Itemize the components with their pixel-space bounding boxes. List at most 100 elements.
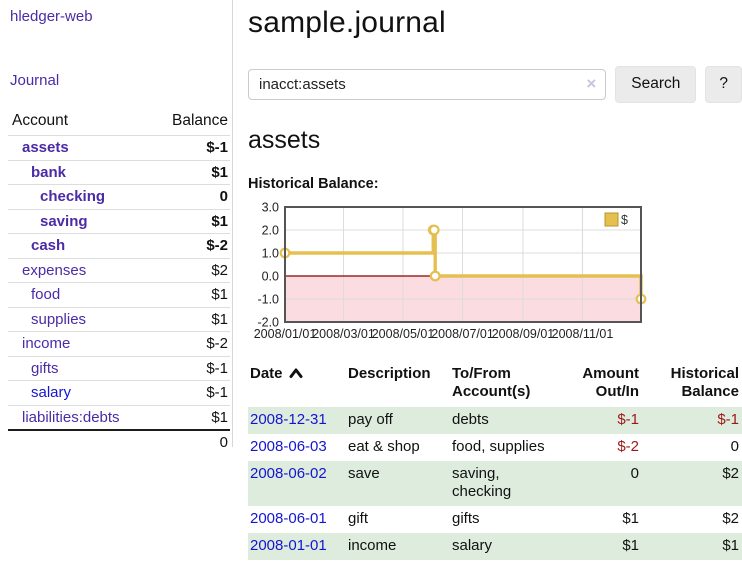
account-cell: food (8, 282, 151, 307)
account-row: cash $-2 (8, 233, 230, 258)
section-title: assets (248, 125, 321, 154)
x-tick-label: 2008/09/01 (492, 327, 555, 341)
accounts-total-row: 0 (8, 429, 230, 454)
transaction-date-cell: 2008-06-01 (248, 506, 346, 533)
account-row: food $1 (8, 282, 230, 307)
account-row: expenses $2 (8, 257, 230, 283)
transaction-description: save (348, 464, 380, 482)
transaction-date-link[interactable]: 2008-12-31 (250, 411, 327, 429)
x-tick-label: 2008/01/01 (254, 327, 317, 341)
register-header-row: Date Description To/From Account(s) Amount … (248, 363, 742, 408)
account-link[interactable]: food (31, 286, 61, 303)
x-tick-label: 2008/05/01 (372, 327, 435, 341)
transaction-date-link[interactable]: 2008-06-01 (250, 510, 327, 528)
account-cell: checking (8, 184, 151, 209)
legend-label: $ (621, 213, 628, 227)
transaction-row: 2008-06-02 save saving, checking 0 $2 (248, 460, 742, 507)
chart-title-label: Historical Balance: (248, 175, 379, 192)
account-link[interactable]: supplies (31, 310, 87, 328)
transaction-accounts: food, supplies (452, 437, 545, 455)
transaction-amount: $-1 (617, 411, 639, 429)
account-balance: $1 (150, 282, 230, 307)
account-link[interactable]: saving (40, 212, 88, 230)
account-cell: expenses (8, 257, 151, 283)
account-row: checking 0 (8, 184, 230, 209)
account-link[interactable]: checking (40, 188, 106, 205)
account-balance: $1 (150, 404, 230, 430)
transaction-row: 2008-06-01 gift gifts $1 $2 (248, 506, 742, 533)
account-balance: $-1 (150, 380, 230, 405)
account-cell: income (8, 331, 151, 356)
transaction-date-cell: 2008-01-01 (248, 533, 346, 560)
help-button[interactable]: ? (705, 66, 742, 103)
account-row: assets $-1 (8, 135, 230, 160)
account-link[interactable]: income (22, 335, 71, 352)
transaction-date-link[interactable]: 2008-06-02 (250, 464, 327, 482)
transaction-date-cell: 2008-06-03 (248, 434, 346, 461)
main-panel: sample.journal × Search ? assets Histori… (248, 0, 742, 560)
account-balance: $-2 (150, 233, 230, 258)
account-row: liabilities:debts $1 (8, 404, 230, 430)
data-point-marker (429, 270, 441, 281)
account-link[interactable]: cash (31, 237, 66, 254)
clear-search-icon[interactable]: × (586, 73, 597, 93)
account-link[interactable]: liabilities:debts (22, 408, 120, 426)
account-row: income $-2 (8, 331, 230, 356)
transaction-row: 2008-01-01 income salary $1 $1 (248, 532, 742, 560)
transaction-date-link[interactable]: 2008-06-03 (250, 437, 327, 455)
transaction-balance: $2 (722, 464, 739, 482)
transaction-description: pay off (348, 411, 393, 429)
search-input[interactable] (248, 68, 607, 100)
transaction-row: 2008-06-03 eat & shop food, supplies $-2 0 (248, 434, 742, 461)
account-cell: salary (8, 380, 151, 405)
app-title-link[interactable]: hledger-web (10, 8, 93, 25)
accounts-header-row: Account Balance (8, 110, 230, 136)
transaction-accounts: saving, checking (452, 464, 512, 501)
sidebar: hledger-web Journal Account Balance asse… (0, 0, 233, 454)
app: hledger-web Journal Account Balance asse… (0, 0, 742, 560)
account-balance: $2 (150, 257, 230, 283)
transaction-balance: $1 (722, 536, 739, 554)
search-button[interactable]: Search (615, 66, 697, 103)
account-cell: gifts (8, 355, 151, 381)
transaction-accounts: salary (452, 536, 493, 554)
transaction-balance: $-1 (717, 411, 739, 429)
y-tick-label: 1.0 (262, 246, 279, 260)
accounts-table-body: assets $-1 bank $1 checking 0 saving $1 cash $-2 e… (8, 135, 230, 430)
account-balance: $-1 (150, 355, 230, 381)
x-tick-label: 2008/11/01 (552, 327, 614, 341)
account-row: supplies $1 (8, 306, 230, 332)
account-balance: 0 (150, 184, 230, 209)
transaction-amount: 0 (630, 464, 639, 482)
account-cell: bank (8, 159, 151, 185)
account-link[interactable]: salary (31, 384, 72, 401)
x-tick-label: 2008/07/01 (431, 327, 494, 341)
accounts-total-value: 0 (150, 429, 230, 454)
account-link[interactable]: gifts (31, 359, 59, 377)
account-link[interactable]: bank (31, 163, 67, 181)
account-cell: saving (8, 208, 151, 234)
account-link[interactable]: expenses (22, 261, 87, 279)
accounts-header-balance: Balance (171, 112, 228, 129)
transaction-date-cell: 2008-12-31 (248, 407, 346, 434)
accounts-total-spacer (8, 429, 151, 454)
account-cell: supplies (8, 306, 151, 332)
account-cell: assets (8, 135, 151, 160)
sort-ascending-icon (289, 368, 303, 378)
transaction-row: 2008-12-31 pay off debts $-1 $-1 (248, 407, 742, 434)
transaction-date-link[interactable]: 2008-01-01 (250, 536, 327, 554)
register-header-to-from-account-s-: To/From Account(s) (452, 364, 531, 400)
register-header-date[interactable]: Date (248, 363, 346, 408)
transaction-accounts: debts (452, 411, 489, 429)
account-link[interactable]: assets (22, 139, 69, 156)
transaction-description: eat & shop (348, 437, 420, 455)
account-balance: $-2 (150, 331, 230, 356)
transaction-description: income (348, 536, 397, 554)
transaction-balance: 0 (730, 437, 739, 455)
search-input-wrap: × (248, 68, 607, 100)
y-tick-label: 3.0 (262, 200, 279, 214)
account-row: gifts $-1 (8, 355, 230, 381)
legend-swatch (604, 212, 619, 227)
sidebar-item-journal[interactable]: Journal (10, 72, 60, 89)
account-cell: cash (8, 233, 151, 258)
